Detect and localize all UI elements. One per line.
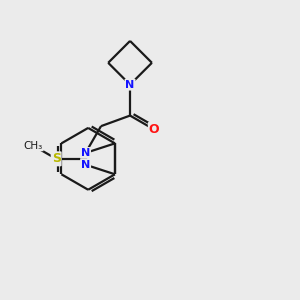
Text: N: N (125, 80, 135, 90)
Text: N: N (81, 148, 90, 158)
Text: N: N (81, 160, 90, 170)
Text: S: S (52, 152, 61, 165)
Text: CH₃: CH₃ (24, 141, 43, 151)
Text: O: O (149, 123, 160, 136)
